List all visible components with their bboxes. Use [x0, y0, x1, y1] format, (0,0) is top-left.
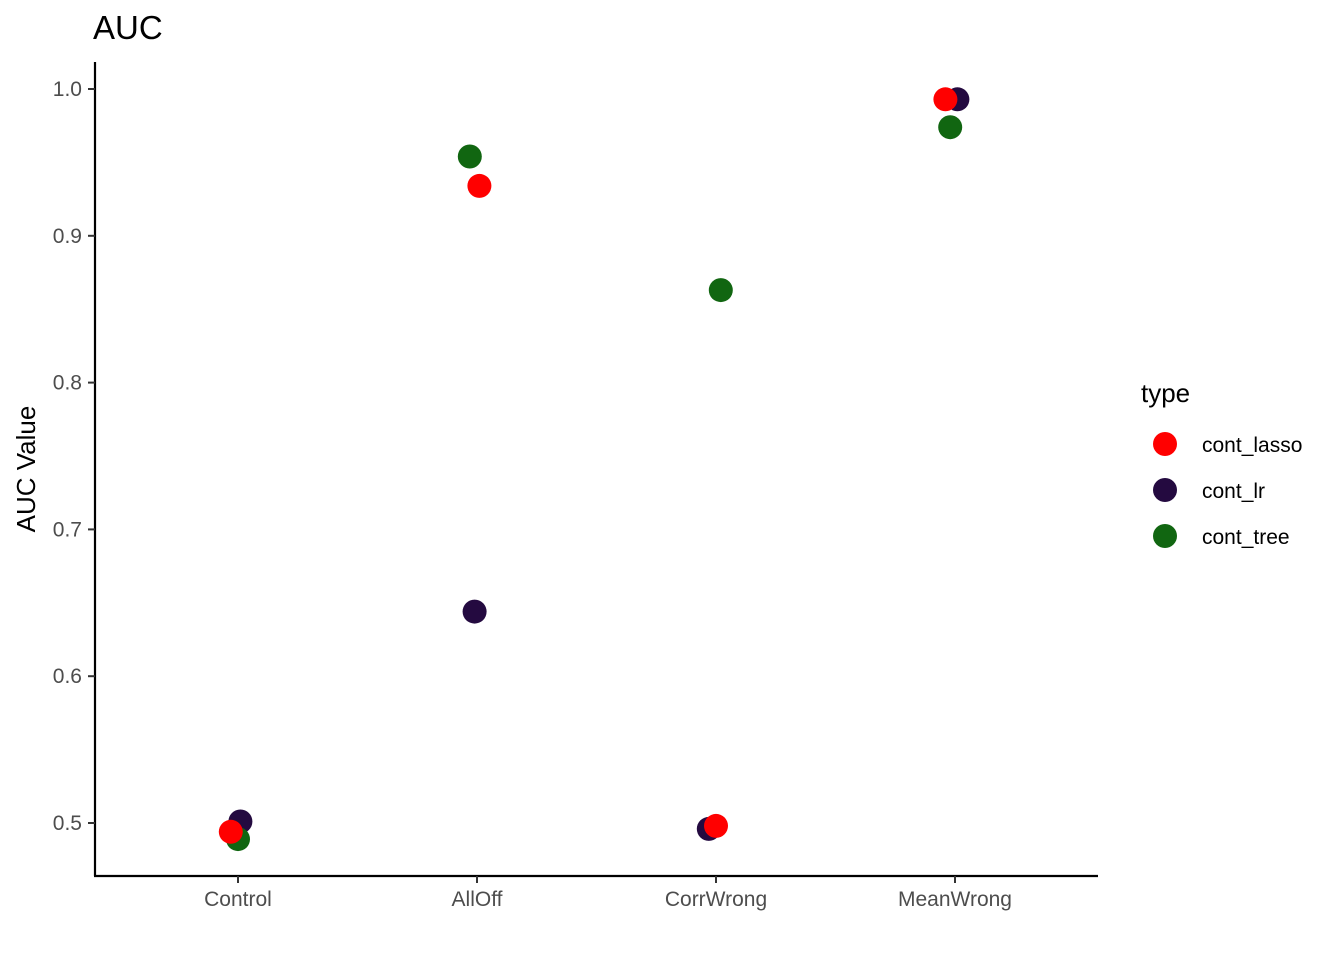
y-tick-label: 0.7 [53, 518, 82, 541]
legend-key-cont_lasso [1153, 432, 1177, 456]
y-axis-title: AUC Value [11, 406, 41, 533]
legend-title: type [1141, 378, 1190, 408]
point-cont_tree-corrwrong [708, 278, 733, 303]
y-tick-label: 0.6 [53, 665, 82, 688]
point-cont_tree-alloff [457, 144, 482, 169]
legend-items: cont_lasso cont_lr cont_tree [1153, 432, 1302, 549]
point-cont_lasso-control [218, 819, 243, 844]
point-cont_lasso-corrwrong [704, 813, 728, 838]
x-tick-label-alloff: AllOff [452, 888, 503, 911]
data-points [218, 87, 970, 852]
legend-key-cont_lr [1153, 478, 1177, 502]
point-cont_lasso-alloff [467, 173, 492, 198]
legend-label-cont_lr: cont_lr [1202, 480, 1265, 503]
x-tick-label-meanwrong: MeanWrong [898, 888, 1012, 911]
point-cont_lr-alloff [462, 599, 487, 624]
y-tick-label: 0.8 [53, 372, 82, 395]
y-tick-label: 1.0 [53, 78, 82, 101]
legend: type cont_lasso cont_lr cont_tree [1141, 378, 1302, 549]
plot-area: 0.5 0.6 0.7 0.8 0.9 1.0 Control AllOff CorrWron… [53, 62, 1098, 911]
point-cont_lasso-meanwrong [933, 87, 958, 112]
y-tick-label: 0.5 [53, 812, 82, 835]
x-tick-label-corrwrong: CorrWrong [665, 888, 767, 911]
legend-key-cont_tree [1153, 524, 1177, 548]
point-cont_tree-meanwrong [938, 115, 963, 140]
legend-label-cont_lasso: cont_lasso [1202, 434, 1302, 457]
y-axis-ticks: 0.5 0.6 0.7 0.8 0.9 1.0 [53, 78, 95, 835]
chart-title: AUC [93, 9, 163, 46]
y-tick-label: 0.9 [53, 225, 82, 248]
legend-label-cont_tree: cont_tree [1202, 526, 1290, 549]
x-axis-ticks: Control AllOff CorrWrong MeanWrong [204, 876, 1012, 911]
x-tick-label-control: Control [204, 888, 272, 911]
